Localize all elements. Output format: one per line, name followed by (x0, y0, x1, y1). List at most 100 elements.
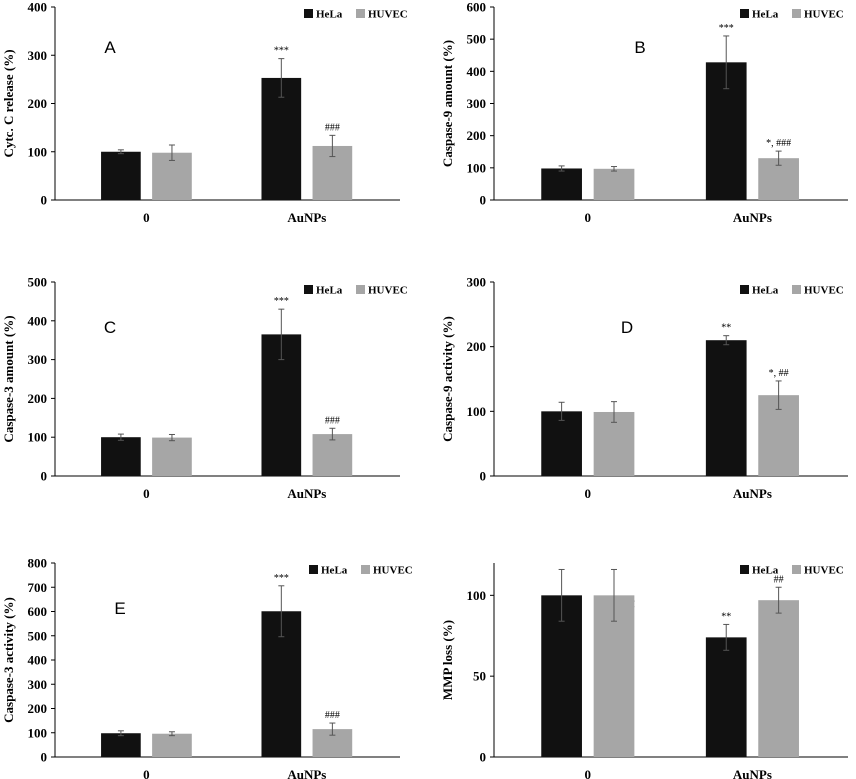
y-tick-label: 100 (28, 430, 48, 445)
significance-annotation: *, ## (769, 368, 789, 379)
y-tick-label: 300 (28, 352, 48, 367)
bar-huvec-control (593, 168, 635, 200)
significance-annotation: ## (774, 574, 784, 585)
y-axis-label: Caspase-3 activity (%) (1, 597, 16, 723)
legend-swatch-hela (304, 9, 313, 18)
legend-label-hela: HeLa (752, 9, 779, 21)
category-label: AuNPs (287, 767, 326, 779)
panel-letter: D (621, 318, 633, 337)
significance-annotation: *** (274, 573, 289, 584)
y-axis-label: Caspase-9 amount (%) (440, 40, 455, 167)
y-tick-label: 300 (467, 275, 487, 290)
significance-annotation: ** (721, 611, 731, 622)
y-tick-label: 100 (28, 725, 48, 740)
legend-swatch-huvec (792, 285, 801, 294)
panel-letter: C (104, 318, 116, 337)
bar-huvec-aunps (312, 434, 353, 476)
bar-huvec-control (593, 595, 635, 757)
y-tick-label: 200 (467, 128, 487, 143)
legend-label-huvec: HUVEC (373, 565, 413, 577)
y-axis-label: Cytc. C release (%) (1, 49, 16, 157)
y-tick-label: 400 (28, 0, 48, 15)
category-label: 0 (585, 486, 592, 501)
y-tick-label: 200 (28, 96, 48, 111)
y-tick-label: 0 (41, 750, 48, 765)
legend-label-hela: HeLa (752, 565, 779, 577)
category-label: AuNPs (733, 486, 772, 501)
significance-annotation: ** (721, 323, 731, 334)
legend-label-huvec: HUVEC (804, 285, 844, 297)
y-tick-label: 400 (467, 64, 487, 79)
legend-swatch-huvec (792, 9, 801, 18)
bar-hela-control (101, 733, 141, 757)
legend-swatch-huvec (356, 9, 365, 18)
legend-swatch-hela (304, 285, 313, 294)
bar-hela-control (541, 411, 582, 476)
bar-hela-control (541, 168, 582, 200)
category-label: AuNPs (287, 210, 326, 225)
significance-annotation: *** (274, 46, 289, 57)
bar-huvec-control (152, 437, 192, 476)
legend-label-huvec: HUVEC (804, 565, 844, 577)
y-tick-label: 100 (467, 588, 487, 603)
y-tick-label: 800 (28, 556, 48, 571)
legend-swatch-huvec (361, 565, 370, 574)
y-tick-label: 300 (28, 48, 48, 63)
chart-panel-d: 0 100 200 300 Caspase-9 activity (%) D 0 AuNPs *… (440, 275, 848, 501)
panel-letter: A (104, 38, 116, 57)
y-tick-label: 0 (480, 469, 487, 484)
y-tick-label: 700 (28, 580, 48, 595)
y-tick-label: 600 (467, 0, 487, 15)
bar-huvec-control (152, 733, 192, 757)
legend-label-huvec: HUVEC (804, 9, 844, 21)
y-tick-label: 500 (467, 32, 487, 47)
chart-panel-c: 0 100 200 300 400 500 Caspase-3 amount (%) C 0 Au… (1, 275, 408, 502)
y-tick-label: 0 (480, 750, 487, 765)
chart-panel-e: 0 100 200 300 400 500 600 700 800 Caspase-3 activ… (1, 556, 413, 779)
legend-label-huvec: HUVEC (368, 9, 408, 21)
significance-annotation: *** (719, 23, 734, 34)
bar-hela-control (541, 595, 582, 757)
y-tick-label: 500 (28, 275, 48, 290)
legend-swatch-huvec (792, 565, 801, 574)
legend-label-hela: HeLa (752, 285, 779, 297)
legend-label-huvec: HUVEC (368, 285, 408, 297)
y-tick-label: 200 (28, 391, 48, 406)
legend-swatch-hela (740, 285, 749, 294)
legend-label-hela: HeLa (316, 285, 343, 297)
significance-annotation: ### (325, 710, 340, 721)
significance-annotation: ### (325, 122, 340, 133)
bar-hela-aunps (261, 77, 302, 200)
bar-hela-aunps (705, 637, 747, 757)
significance-annotation: *** (274, 296, 289, 307)
category-label: 0 (143, 210, 150, 225)
panel-letter: E (114, 599, 125, 618)
category-label: AuNPs (733, 767, 772, 779)
y-tick-label: 200 (28, 701, 48, 716)
category-label: 0 (585, 767, 592, 779)
y-tick-label: 600 (28, 604, 48, 619)
bar-hela-control (101, 437, 141, 476)
y-axis-label: MMP loss (%) (440, 620, 455, 700)
y-tick-label: 300 (467, 96, 487, 111)
legend-label-hela: HeLa (316, 9, 343, 21)
legend-swatch-hela (740, 9, 749, 18)
y-tick-label: 100 (467, 160, 487, 175)
category-label: 0 (143, 486, 150, 501)
legend-swatch-hela (740, 565, 749, 574)
legend-swatch-hela (309, 565, 318, 574)
bar-huvec-aunps (758, 600, 799, 757)
category-label: AuNPs (733, 210, 772, 225)
bar-hela-aunps (705, 340, 747, 476)
y-tick-label: 0 (480, 193, 487, 208)
category-label: AuNPs (287, 486, 326, 501)
significance-annotation: ### (325, 415, 340, 426)
y-axis-label: Caspase-9 activity (%) (440, 316, 455, 442)
category-label: 0 (143, 767, 150, 779)
y-tick-label: 100 (28, 144, 48, 159)
y-tick-label: 100 (467, 404, 487, 419)
y-tick-label: 400 (28, 313, 48, 328)
panel-letter: B (634, 38, 645, 57)
